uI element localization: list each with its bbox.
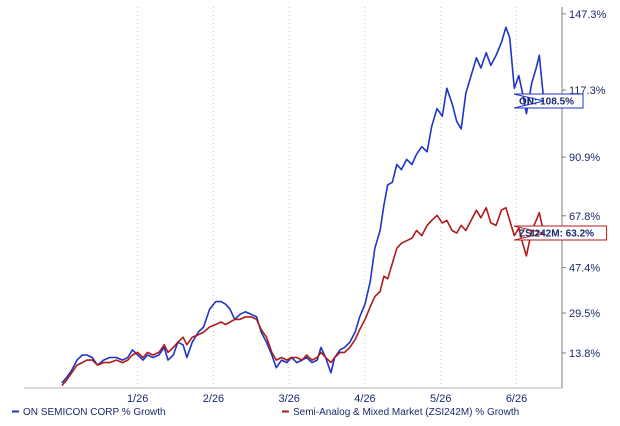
- y-tick-label: 90.9%: [569, 152, 600, 164]
- y-axis-ticks: 13.8%29.5%47.4%67.8%90.9%117.3%147.3%: [562, 9, 607, 360]
- x-tick-label: 1/26: [127, 393, 148, 405]
- y-tick-label: 67.8%: [569, 211, 600, 223]
- legend-label-1: Semi-Analog & Mixed Market (ZSI242M) % G…: [293, 407, 519, 418]
- legend-label-0: ON SEMICON CORP % Growth: [23, 407, 166, 418]
- y-tick-label: 47.4%: [569, 263, 600, 275]
- x-tick-label: 3/26: [279, 393, 300, 405]
- series-callouts: ON: 108.5% ZSI242M: 63.2%: [513, 93, 608, 241]
- callout-box-0: [513, 93, 584, 109]
- callout-label-1: ZSI242M: 63.2%: [519, 229, 594, 240]
- x-axis-ticks: 1/26 2/26 3/26 4/26 5/26 6/26: [127, 393, 527, 405]
- callout-label-0: ON: 108.5%: [519, 96, 574, 107]
- chart-legend: ON SEMICON CORP % Growth Semi-Analog & Mi…: [12, 407, 519, 418]
- y-tick-label: 13.8%: [569, 348, 600, 360]
- callout-box-1: [513, 225, 608, 241]
- series-line-1: [61, 206, 545, 387]
- series-lines: [61, 26, 545, 387]
- y-tick-label: 29.5%: [569, 308, 600, 320]
- x-tick-label: 6/26: [506, 393, 527, 405]
- y-tick-label: 147.3%: [569, 9, 607, 21]
- series-line-0: [61, 26, 545, 384]
- vertical-gridlines: [137, 7, 518, 388]
- x-tick-label: 4/26: [354, 393, 375, 405]
- x-tick-label: 2/26: [203, 393, 224, 405]
- x-tick-label: 5/26: [430, 393, 451, 405]
